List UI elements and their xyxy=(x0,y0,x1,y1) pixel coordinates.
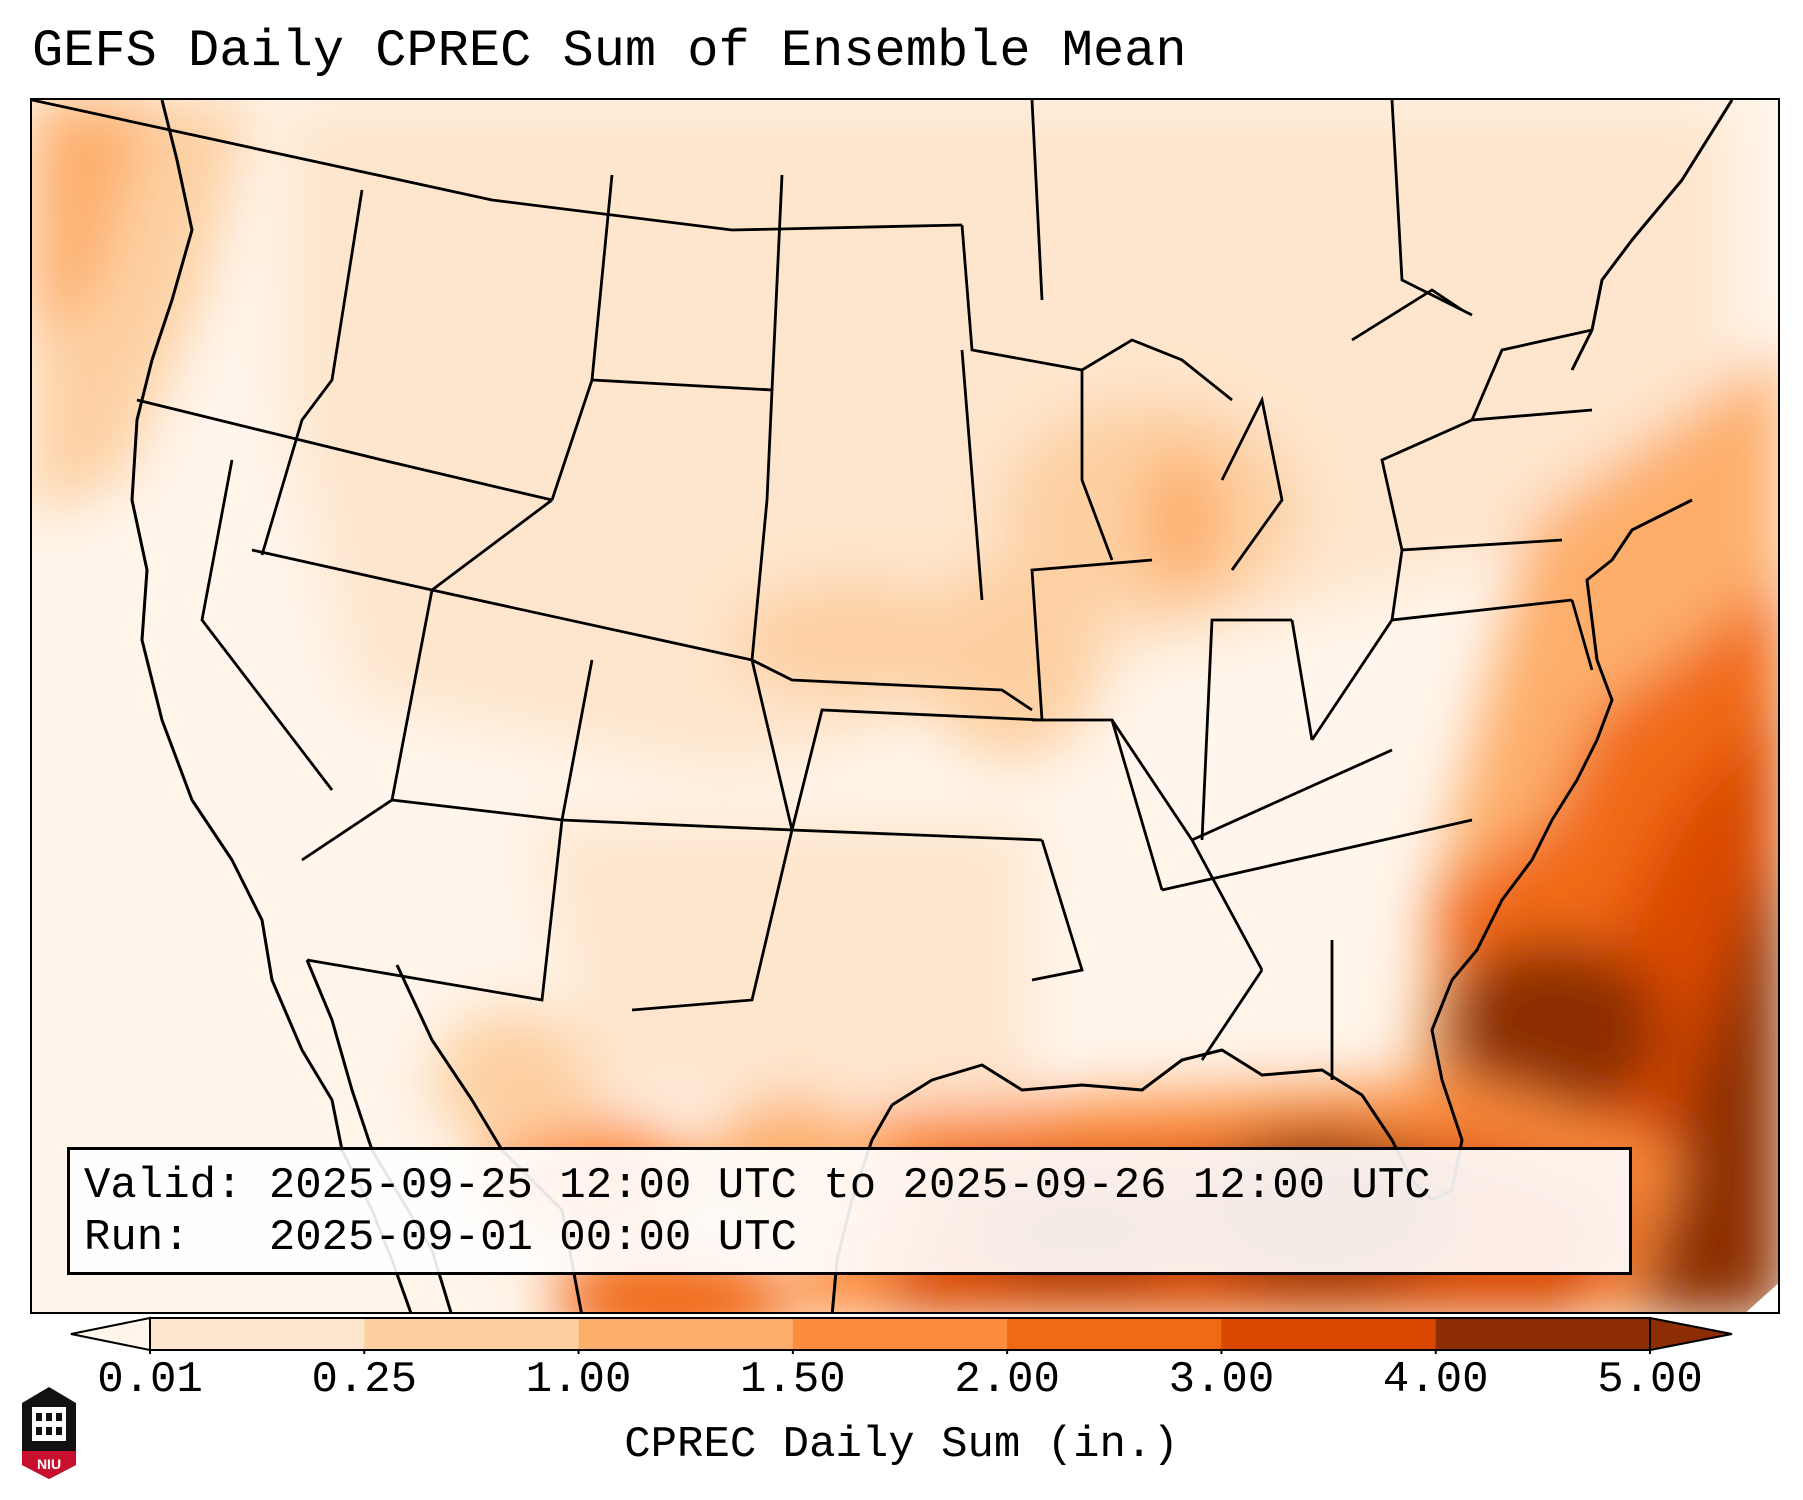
niu-logo-building xyxy=(32,1407,66,1441)
colorbar-tick-label: 3.00 xyxy=(1168,1355,1275,1405)
precip-map-svg xyxy=(32,100,1778,1312)
valid-label: Valid: xyxy=(84,1161,243,1211)
validity-info-box: Valid: 2025-09-25 12:00 UTC to 2025-09-2… xyxy=(67,1147,1632,1275)
niu-logo-banner xyxy=(22,1451,76,1479)
niu-logo-text: NIU xyxy=(37,1456,61,1472)
colorbar-segment xyxy=(1007,1318,1222,1350)
valid-value: 2025-09-25 12:00 UTC to 2025-09-26 12:00… xyxy=(268,1161,1431,1211)
colorbar-segment xyxy=(792,1318,1008,1350)
precip-map xyxy=(30,98,1780,1314)
colorbar-segment xyxy=(1221,1318,1437,1350)
colorbar-ticks xyxy=(149,1350,1651,1354)
colorbar-tick-label: 1.00 xyxy=(525,1355,632,1405)
colorbar-tick-label: 0.01 xyxy=(97,1355,203,1405)
niu-logo: NIU xyxy=(22,1387,76,1479)
state-borders xyxy=(32,100,1594,1080)
colorbar-segment xyxy=(364,1318,580,1350)
valid-row: Valid: 2025-09-25 12:00 UTC to 2025-09-2… xyxy=(84,1160,1615,1212)
colorbar xyxy=(70,1316,1733,1354)
colorbar-segment xyxy=(150,1318,365,1350)
colorbar-label: CPREC Daily Sum (in.) xyxy=(624,1420,1179,1470)
colorbar-tick-label: 0.25 xyxy=(311,1355,418,1405)
colorbar-tick-label: 5.00 xyxy=(1597,1355,1703,1405)
colorbar-segment xyxy=(578,1318,794,1350)
chart-title: GEFS Daily CPREC Sum of Ensemble Mean xyxy=(32,22,1187,81)
outside-domain xyxy=(1746,1283,1778,1312)
colorbar-tick-label: 4.00 xyxy=(1382,1355,1489,1405)
run-label: Run: xyxy=(84,1213,190,1263)
colorbar-segment xyxy=(1435,1318,1651,1350)
precip-field xyxy=(32,100,1778,1312)
run-row: Run: 2025-09-01 00:00 UTC xyxy=(84,1212,1615,1264)
run-value: 2025-09-01 00:00 UTC xyxy=(268,1213,797,1263)
colorbar-tick-label: 2.00 xyxy=(954,1355,1060,1405)
colorbar-over-arrow xyxy=(1649,1316,1733,1352)
colorbar-under-arrow xyxy=(70,1316,151,1352)
colorbar-segments xyxy=(149,1317,1651,1351)
colorbar-tick-label: 1.50 xyxy=(740,1355,846,1405)
